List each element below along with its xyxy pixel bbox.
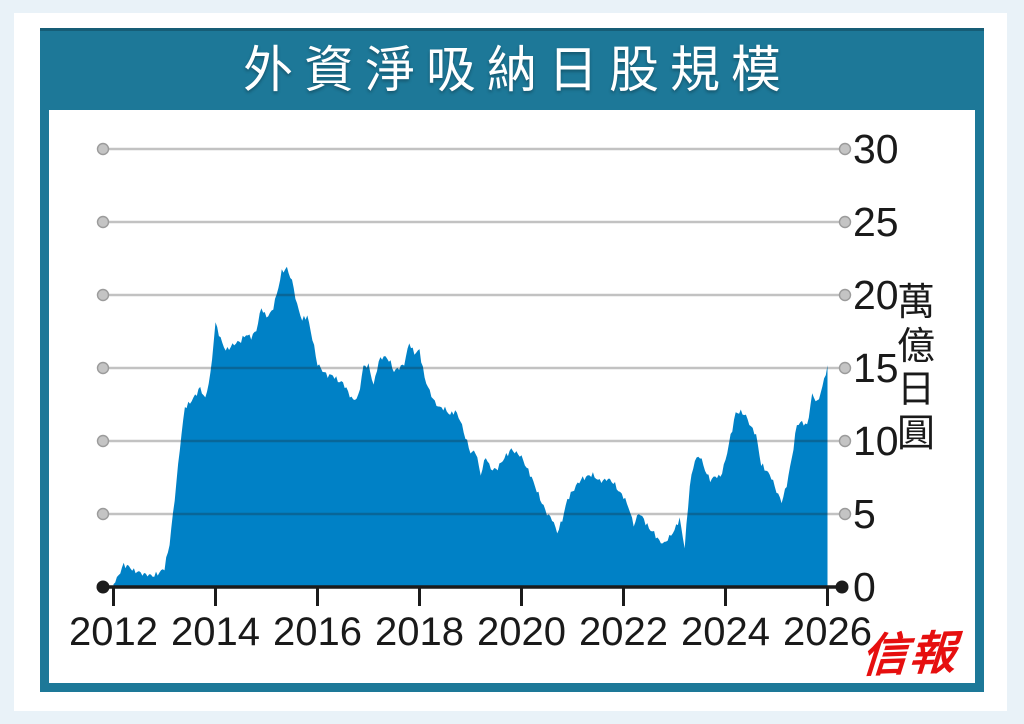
x-tick-label: 2014 <box>171 610 260 654</box>
gridline-end-dot <box>838 288 852 302</box>
x-tick-label: 2018 <box>375 610 464 654</box>
area-series <box>113 266 828 587</box>
y-tick-label: 20 <box>853 272 899 318</box>
hkej-logo: 信報 <box>859 625 960 683</box>
axis-end-dot <box>96 580 110 594</box>
gridline-end-dot <box>96 142 110 156</box>
y-tick-label: 5 <box>853 491 876 537</box>
x-tick-label: 2022 <box>579 610 668 654</box>
gridline-end-dot <box>96 288 110 302</box>
gridline-end-dot <box>838 142 852 156</box>
gridline-end-dot <box>96 361 110 375</box>
gridline-end-dot <box>838 215 852 229</box>
y-tick-label: 25 <box>853 199 899 245</box>
x-tick-label: 2024 <box>681 610 770 654</box>
gridline-end-dot <box>838 361 852 375</box>
y-tick-label: 15 <box>853 345 899 391</box>
x-tick-label: 2020 <box>477 610 566 654</box>
x-tick-label: 2012 <box>69 610 158 654</box>
chart-title: 外資淨吸納日股規模 <box>243 42 792 98</box>
gridline-end-dot <box>96 507 110 521</box>
x-tick-label: 2026 <box>783 610 872 654</box>
gridline-end-dot <box>838 507 852 521</box>
y-tick-label: 0 <box>853 564 876 610</box>
gridline-end-dot <box>838 434 852 448</box>
gridline-end-dot <box>96 434 110 448</box>
y-tick-label: 30 <box>853 126 899 172</box>
y-axis-unit-label: 萬億日圓 <box>896 282 935 456</box>
axis-end-dot <box>835 580 849 594</box>
y-tick-label: 10 <box>853 418 899 464</box>
x-tick-label: 2016 <box>273 610 362 654</box>
gridline-end-dot <box>96 215 110 229</box>
